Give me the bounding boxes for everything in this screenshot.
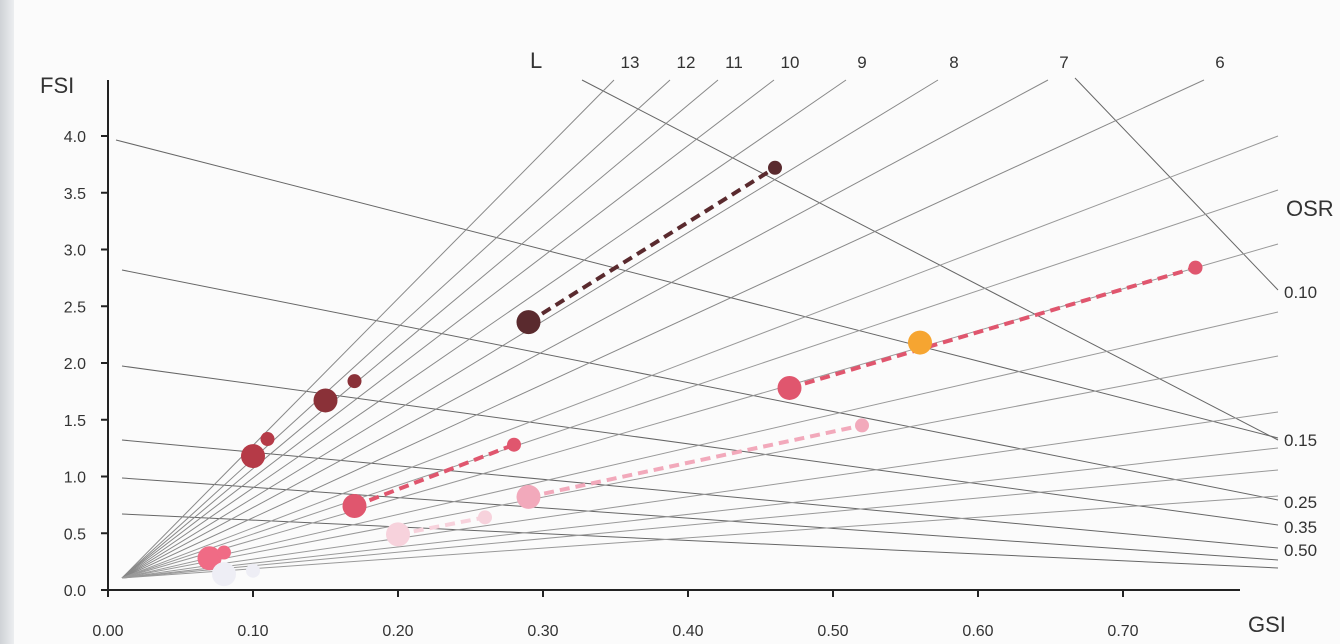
y-tick-label: 2.5 bbox=[64, 299, 86, 316]
layer-ray-line bbox=[121, 79, 615, 579]
osr-line bbox=[121, 439, 1279, 549]
layer-ray-label: 12 bbox=[677, 53, 696, 72]
osr-line bbox=[1074, 77, 1279, 291]
osr-value-label: 0.35 bbox=[1284, 518, 1317, 537]
series-dashed-line bbox=[397, 515, 486, 537]
data-point bbox=[212, 562, 236, 587]
x-tick-label: 0.50 bbox=[817, 623, 848, 640]
layer-ray-line bbox=[121, 79, 775, 579]
osr-value-label: 0.50 bbox=[1284, 541, 1317, 560]
layer-ray-line bbox=[121, 79, 1049, 579]
data-series bbox=[197, 160, 1203, 587]
data-point bbox=[478, 510, 492, 525]
y-tick-label: 2.0 bbox=[64, 356, 86, 373]
data-point bbox=[241, 444, 265, 469]
osr-lines: 0.10 0.15 0.25 0.35 0.50 bbox=[115, 77, 1317, 569]
series-dashed-line bbox=[353, 442, 515, 508]
data-point bbox=[386, 522, 410, 547]
osr-line bbox=[115, 139, 1279, 439]
layer-ray-label: 6 bbox=[1215, 53, 1224, 72]
layer-ray-line bbox=[121, 79, 1205, 579]
layer-ray-label: 13 bbox=[621, 53, 640, 72]
layer-ray-label: 10 bbox=[781, 53, 800, 72]
x-tick-label: 0.70 bbox=[1107, 623, 1138, 640]
data-point bbox=[260, 432, 275, 447]
x-tick-label: 0.00 bbox=[92, 623, 123, 640]
layer-ray-label: 9 bbox=[857, 53, 866, 72]
layer-ray-line bbox=[121, 469, 1279, 579]
osr-value-label: 0.10 bbox=[1284, 283, 1317, 302]
osr-line bbox=[121, 513, 1279, 569]
data-point bbox=[313, 388, 338, 413]
layer-ray-label: 11 bbox=[725, 53, 743, 72]
data-point bbox=[347, 374, 362, 389]
series-dashed-line bbox=[788, 265, 1197, 390]
layer-rays: 13 12 11 10 9 8 7 6 bbox=[121, 53, 1279, 579]
x-axis-title: GSI bbox=[1248, 612, 1286, 637]
y-tick-label: 0.5 bbox=[64, 526, 86, 543]
osr-line bbox=[581, 79, 1279, 441]
layer-ray-line bbox=[121, 135, 1279, 579]
y-tick-label: 1.5 bbox=[64, 413, 86, 430]
osr-value-label: 0.15 bbox=[1284, 431, 1317, 450]
y-tick-label: 0.0 bbox=[64, 583, 86, 600]
layer-ray-line bbox=[121, 411, 1279, 579]
layer-ray-line bbox=[121, 447, 1279, 579]
data-point bbox=[516, 310, 541, 335]
layer-ray-line bbox=[121, 79, 847, 579]
axis-ticks: 0.00 0.10 0.20 0.30 0.40 0.50 0.60 0.70 0.0 0.5 1.… bbox=[64, 129, 1139, 640]
x-tick-label: 0.40 bbox=[672, 623, 703, 640]
osr-value-label: 0.25 bbox=[1284, 493, 1317, 512]
layer-axis-title: L bbox=[530, 48, 542, 73]
data-point bbox=[777, 375, 802, 400]
data-point bbox=[507, 437, 521, 452]
y-tick-label: 4.0 bbox=[64, 129, 86, 146]
layer-ray-label: 7 bbox=[1059, 53, 1068, 72]
osr-axis-title: OSR bbox=[1286, 196, 1334, 221]
x-tick-label: 0.10 bbox=[237, 623, 268, 640]
y-tick-label: 3.0 bbox=[64, 243, 86, 260]
layer-ray-line bbox=[121, 189, 1279, 579]
series-dashed-line bbox=[527, 166, 777, 324]
y-axis-title: FSI bbox=[40, 73, 74, 98]
data-point bbox=[246, 563, 260, 578]
series-dashed-line bbox=[528, 423, 863, 499]
data-point bbox=[908, 330, 932, 355]
x-tick-label: 0.60 bbox=[962, 623, 993, 640]
data-point bbox=[197, 546, 222, 571]
x-tick-label: 0.30 bbox=[527, 623, 558, 640]
axes bbox=[107, 80, 1240, 591]
x-tick-label: 0.20 bbox=[382, 623, 413, 640]
y-tick-label: 3.5 bbox=[64, 186, 86, 203]
osr-line bbox=[121, 477, 1279, 561]
y-tick-label: 1.0 bbox=[64, 470, 86, 487]
layer-ray-line bbox=[121, 79, 671, 579]
data-point bbox=[342, 494, 367, 519]
osr-line bbox=[121, 269, 1279, 501]
data-point bbox=[768, 160, 782, 175]
layer-ray-line bbox=[121, 79, 719, 579]
data-point bbox=[855, 418, 869, 433]
layer-ray-line bbox=[121, 311, 1279, 579]
data-point bbox=[1188, 260, 1203, 275]
data-point bbox=[217, 545, 231, 560]
layer-ray-line bbox=[121, 495, 1279, 579]
page-edge-shadow bbox=[0, 0, 14, 644]
layer-ray-line bbox=[121, 355, 1279, 579]
layer-ray-label: 8 bbox=[949, 53, 958, 72]
data-point bbox=[516, 484, 541, 509]
